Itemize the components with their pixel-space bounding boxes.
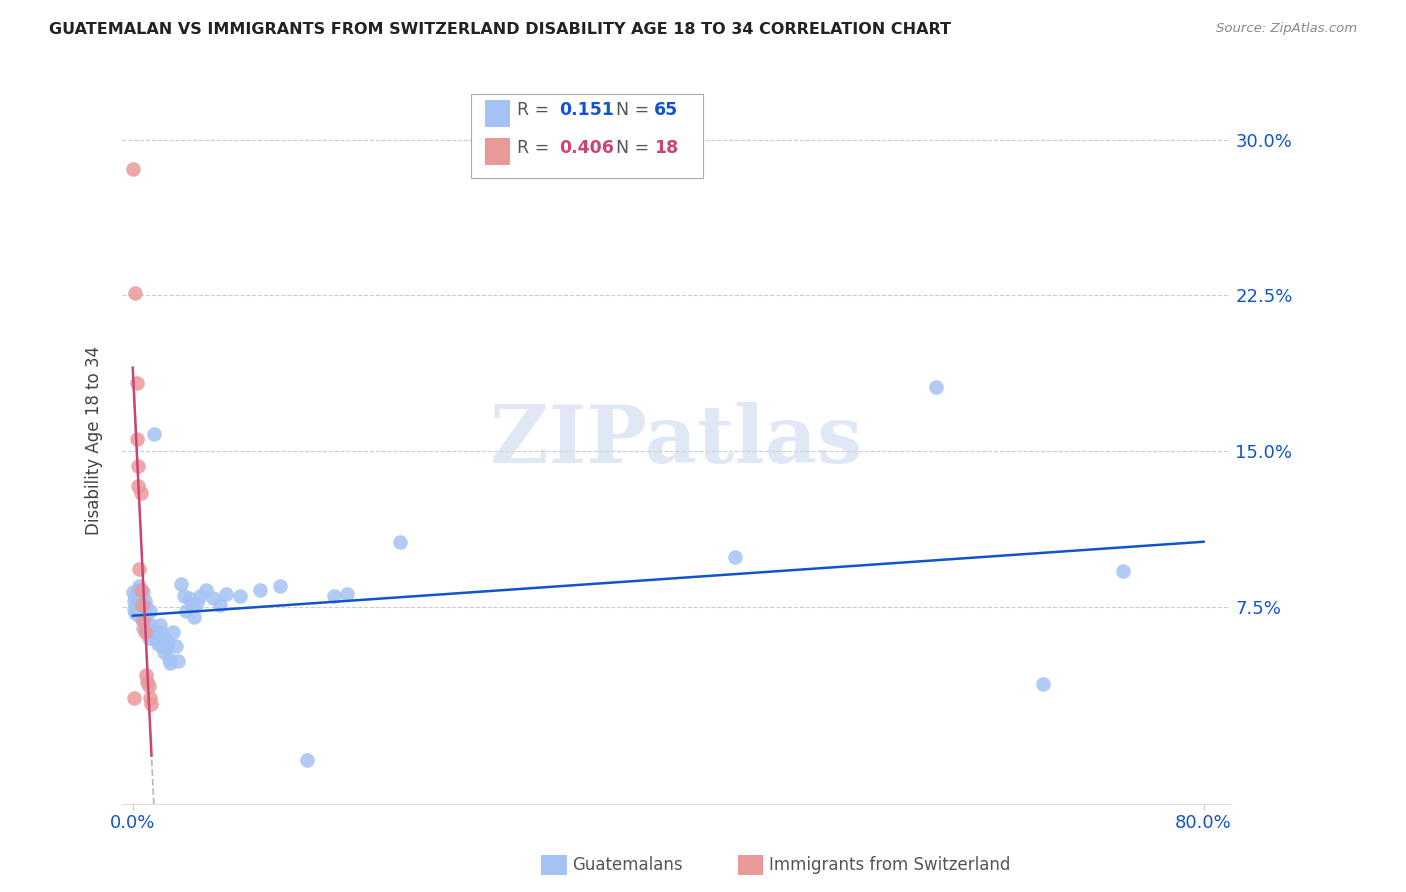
Point xyxy=(124,286,146,301)
Point xyxy=(159,656,181,670)
Point xyxy=(202,591,225,606)
Text: R =: R = xyxy=(517,139,555,157)
Point xyxy=(138,631,160,645)
Point xyxy=(129,590,152,604)
Point xyxy=(1032,676,1054,690)
Text: R =: R = xyxy=(517,101,555,119)
Point xyxy=(139,691,162,706)
Point xyxy=(152,645,174,659)
Point xyxy=(215,587,238,601)
Point xyxy=(183,610,205,624)
Point xyxy=(148,618,170,632)
Point xyxy=(149,624,172,639)
Point xyxy=(131,598,153,612)
Point xyxy=(134,593,156,607)
Point xyxy=(122,593,145,607)
Point xyxy=(132,585,155,599)
Point xyxy=(141,618,163,632)
Point xyxy=(135,599,157,614)
Point xyxy=(131,596,153,610)
Point xyxy=(153,631,176,645)
Point xyxy=(122,691,145,706)
Point xyxy=(208,598,231,612)
Point xyxy=(127,479,149,493)
Point xyxy=(136,623,159,637)
Point xyxy=(132,621,155,635)
Point xyxy=(177,591,200,606)
Point xyxy=(146,632,169,647)
Point xyxy=(155,641,177,656)
Point xyxy=(127,608,149,623)
Point xyxy=(156,635,179,649)
Text: 0.151: 0.151 xyxy=(560,101,614,119)
Text: Immigrants from Switzerland: Immigrants from Switzerland xyxy=(769,856,1011,874)
Point xyxy=(162,624,184,639)
Point xyxy=(925,380,948,394)
Point xyxy=(389,535,412,549)
Point xyxy=(135,615,157,629)
Point xyxy=(128,598,150,612)
Point xyxy=(188,590,211,604)
Point xyxy=(139,604,162,618)
Point xyxy=(127,583,149,598)
Point xyxy=(150,639,173,653)
Text: ZIPatlas: ZIPatlas xyxy=(491,401,862,480)
Point xyxy=(167,654,190,668)
Point xyxy=(128,562,150,576)
Point xyxy=(180,598,202,612)
Point xyxy=(176,604,198,618)
Point xyxy=(131,612,153,626)
Point xyxy=(125,599,148,614)
Point xyxy=(170,577,193,591)
Point xyxy=(124,590,146,604)
Point xyxy=(173,590,195,604)
Point xyxy=(724,549,747,564)
Point xyxy=(186,596,208,610)
Point xyxy=(121,585,143,599)
Text: Source: ZipAtlas.com: Source: ZipAtlas.com xyxy=(1216,22,1357,36)
Point xyxy=(128,579,150,593)
Point xyxy=(142,626,165,640)
Point xyxy=(138,679,160,693)
Point xyxy=(135,668,157,682)
Point xyxy=(229,590,252,604)
Text: N =: N = xyxy=(616,139,655,157)
Point xyxy=(249,583,271,598)
Point xyxy=(125,376,148,390)
Text: 0.406: 0.406 xyxy=(560,139,614,157)
Point xyxy=(134,608,156,623)
Point xyxy=(122,602,145,616)
Point xyxy=(125,432,148,446)
Point xyxy=(129,485,152,500)
Point xyxy=(148,637,170,651)
Y-axis label: Disability Age 18 to 34: Disability Age 18 to 34 xyxy=(86,346,103,535)
Point xyxy=(165,639,187,653)
Point xyxy=(157,651,180,665)
Text: 18: 18 xyxy=(654,139,678,157)
Text: 65: 65 xyxy=(654,101,678,119)
Text: GUATEMALAN VS IMMIGRANTS FROM SWITZERLAND DISABILITY AGE 18 TO 34 CORRELATION CH: GUATEMALAN VS IMMIGRANTS FROM SWITZERLAN… xyxy=(49,22,952,37)
Point xyxy=(295,753,318,767)
Point xyxy=(129,583,152,598)
Point xyxy=(141,698,163,712)
Point xyxy=(134,624,156,639)
Point xyxy=(132,615,155,629)
Point xyxy=(125,591,148,606)
Text: Guatemalans: Guatemalans xyxy=(572,856,683,874)
Point xyxy=(124,606,146,620)
Point xyxy=(136,674,159,689)
Point xyxy=(129,604,152,618)
Point xyxy=(336,587,359,601)
Point xyxy=(322,590,344,604)
Point xyxy=(145,624,167,639)
Point xyxy=(143,427,166,442)
Point xyxy=(269,579,291,593)
Point xyxy=(121,161,143,176)
Text: N =: N = xyxy=(616,101,655,119)
Point xyxy=(1112,565,1135,579)
Point xyxy=(127,458,149,473)
Point xyxy=(195,583,218,598)
